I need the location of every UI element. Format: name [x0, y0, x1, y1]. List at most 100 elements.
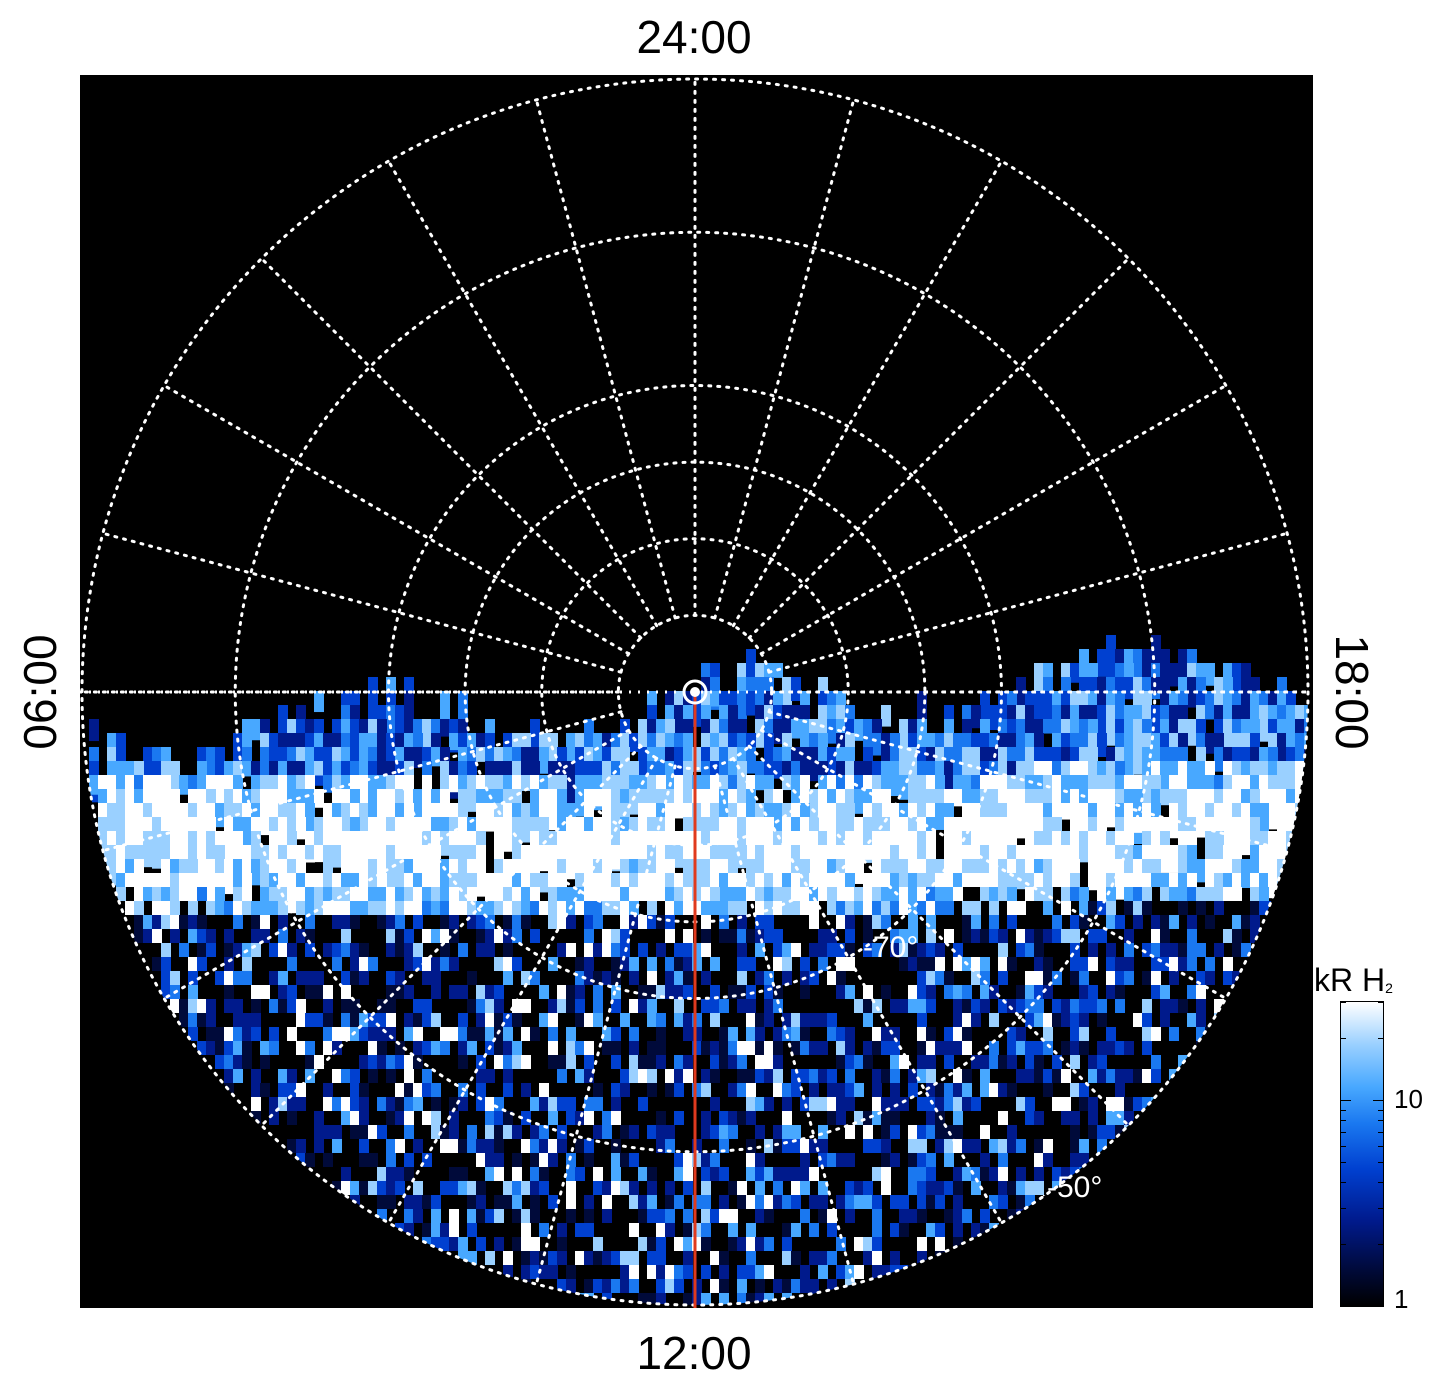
emission-pixel — [755, 677, 765, 702]
emission-pixel — [755, 1181, 765, 1195]
emission-pixel — [962, 789, 972, 812]
emission-pixel — [692, 943, 702, 957]
emission-pixel — [476, 1083, 486, 1097]
emission-pixel — [557, 999, 567, 1013]
latitude-ring — [387, 384, 1003, 1000]
emission-pixel — [818, 761, 828, 777]
emission-pixel — [197, 957, 207, 971]
emission-pixel — [647, 1125, 657, 1139]
emission-pixel — [1016, 747, 1026, 767]
emission-pixel — [566, 845, 576, 869]
emission-pixel — [836, 1237, 846, 1251]
emission-pixel — [683, 1055, 693, 1069]
emission-pixel — [1124, 901, 1134, 915]
emission-pixel — [800, 1153, 810, 1167]
emission-pixel — [206, 845, 216, 867]
colorbar-tick — [1373, 1100, 1383, 1102]
emission-pixel — [1016, 1139, 1026, 1153]
emission-pixel — [1034, 1139, 1044, 1153]
emission-pixel — [899, 859, 909, 881]
emission-pixel — [584, 1013, 594, 1027]
emission-pixel — [467, 873, 477, 889]
emission-pixel — [908, 929, 918, 943]
emission-pixel — [728, 831, 738, 856]
emission-pixel — [1142, 887, 1152, 901]
emission-pixel — [323, 1153, 333, 1167]
emission-pixel — [233, 1041, 243, 1055]
emission-pixel — [278, 1069, 288, 1083]
emission-pixel — [467, 901, 477, 915]
emission-pixel — [458, 1013, 468, 1027]
emission-pixel — [1250, 705, 1260, 729]
emission-pixel — [512, 1041, 522, 1055]
emission-pixel — [917, 691, 927, 729]
emission-pixel — [980, 761, 990, 788]
emission-pixel — [215, 1027, 225, 1041]
emission-pixel — [1142, 971, 1152, 985]
emission-pixel — [818, 691, 828, 711]
emission-pixel — [1043, 663, 1053, 678]
emission-pixel — [611, 1027, 621, 1041]
emission-pixel — [611, 943, 621, 957]
emission-pixel — [683, 1209, 693, 1223]
emission-pixel — [1214, 691, 1224, 718]
emission-pixel — [827, 1083, 837, 1097]
emission-pixel — [809, 1069, 819, 1083]
emission-pixel — [971, 1181, 981, 1195]
emission-pixel — [908, 901, 918, 915]
emission-pixel — [971, 929, 981, 943]
emission-pixel — [935, 1041, 945, 1055]
emission-pixel — [1070, 1139, 1080, 1153]
emission-pixel — [593, 747, 603, 772]
emission-pixel — [611, 1153, 621, 1167]
emission-pixel — [269, 971, 279, 985]
emission-pixel — [971, 1055, 981, 1069]
local-time-meridian — [162, 384, 631, 656]
emission-pixel — [935, 775, 945, 790]
emission-pixel — [1025, 1055, 1035, 1069]
emission-pixel — [944, 887, 954, 901]
emission-pixel — [377, 1055, 387, 1069]
emission-pixel — [638, 915, 648, 929]
emission-pixel — [719, 1167, 729, 1181]
emission-pixel — [593, 943, 603, 957]
emission-pixel — [287, 1069, 297, 1083]
emission-pixel — [449, 1209, 459, 1223]
emission-pixel — [683, 1251, 693, 1265]
emission-pixel — [890, 1097, 900, 1111]
emission-pixel — [620, 915, 630, 929]
emission-pixel — [737, 1293, 747, 1305]
emission-pixel — [1277, 789, 1287, 806]
emission-pixel — [881, 1041, 891, 1055]
emission-pixel — [395, 985, 405, 999]
emission-pixel — [1043, 719, 1053, 734]
emission-pixel — [1142, 943, 1152, 957]
emission-pixel — [782, 1139, 792, 1153]
emission-pixel — [206, 943, 216, 957]
emission-pixel — [773, 929, 783, 943]
emission-pixel — [809, 817, 819, 833]
emission-pixel — [332, 1041, 342, 1055]
emission-pixel — [593, 1251, 603, 1265]
emission-pixel — [1133, 705, 1143, 732]
latitude-ring — [540, 537, 850, 847]
emission-pixel — [512, 1055, 522, 1069]
emission-pixel — [638, 999, 648, 1013]
emission-pixel — [1205, 873, 1215, 887]
emission-pixel — [701, 1223, 711, 1237]
emission-pixel — [755, 1055, 765, 1069]
emission-pixel — [764, 1167, 774, 1181]
emission-pixel — [944, 901, 954, 915]
emission-pixel — [935, 1237, 945, 1251]
emission-pixel — [791, 1139, 801, 1153]
emission-pixel — [287, 1139, 297, 1153]
emission-pixel — [1025, 1069, 1035, 1083]
emission-pixel — [314, 1111, 324, 1125]
emission-pixel — [773, 859, 783, 884]
emission-pixel — [521, 887, 531, 901]
emission-pixel — [683, 1265, 693, 1279]
emission-pixel — [719, 1209, 729, 1223]
emission-pixel — [287, 845, 297, 863]
emission-pixel — [782, 1111, 792, 1125]
emission-pixel — [1061, 1041, 1071, 1055]
